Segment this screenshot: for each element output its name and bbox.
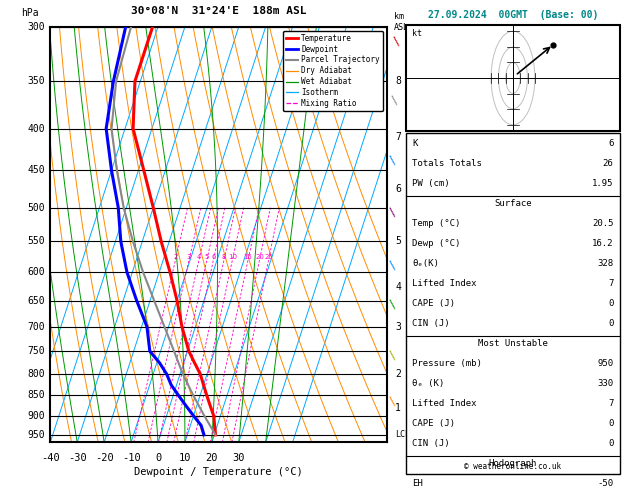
Text: 16.2: 16.2 bbox=[592, 239, 613, 248]
Text: 20: 20 bbox=[206, 452, 218, 463]
Text: PW (cm): PW (cm) bbox=[413, 179, 450, 188]
Text: CAPE (J): CAPE (J) bbox=[413, 299, 455, 308]
Text: 0: 0 bbox=[608, 319, 613, 328]
Text: Lifted Index: Lifted Index bbox=[413, 279, 477, 288]
Text: 20.5: 20.5 bbox=[592, 219, 613, 228]
Text: /: / bbox=[387, 259, 399, 271]
Text: 2: 2 bbox=[173, 254, 177, 260]
Text: /: / bbox=[387, 154, 399, 167]
Text: Dewpoint / Temperature (°C): Dewpoint / Temperature (°C) bbox=[134, 467, 303, 477]
Text: 0: 0 bbox=[608, 419, 613, 428]
Text: 7: 7 bbox=[608, 399, 613, 408]
Text: 5: 5 bbox=[204, 254, 209, 260]
Text: kt: kt bbox=[413, 29, 423, 38]
Text: CIN (J): CIN (J) bbox=[413, 439, 450, 448]
Text: 4: 4 bbox=[395, 281, 401, 292]
Text: K: K bbox=[413, 139, 418, 148]
Text: 500: 500 bbox=[28, 203, 45, 212]
Text: 328: 328 bbox=[598, 259, 613, 268]
Text: 330: 330 bbox=[598, 379, 613, 388]
Text: Most Unstable: Most Unstable bbox=[478, 339, 548, 348]
Text: 700: 700 bbox=[28, 322, 45, 332]
Text: hPa: hPa bbox=[21, 8, 39, 18]
Text: LCL: LCL bbox=[395, 431, 410, 439]
Text: /: / bbox=[391, 35, 403, 48]
Text: 6: 6 bbox=[395, 185, 401, 194]
Bar bbox=[406, 134, 620, 474]
Text: /: / bbox=[387, 206, 399, 219]
Text: 20: 20 bbox=[255, 254, 264, 260]
Text: km
ASL: km ASL bbox=[394, 12, 409, 32]
Text: /: / bbox=[389, 93, 401, 106]
Text: 2: 2 bbox=[395, 369, 401, 379]
Text: 6: 6 bbox=[211, 254, 216, 260]
Text: Surface: Surface bbox=[494, 199, 532, 208]
Text: 6: 6 bbox=[608, 139, 613, 148]
Text: /: / bbox=[387, 348, 399, 361]
Text: Mixing Ratio (g/kg): Mixing Ratio (g/kg) bbox=[414, 187, 423, 282]
Text: 4: 4 bbox=[197, 254, 201, 260]
Text: 400: 400 bbox=[28, 123, 45, 134]
Text: 1.95: 1.95 bbox=[592, 179, 613, 188]
Text: CAPE (J): CAPE (J) bbox=[413, 419, 455, 428]
Text: EH: EH bbox=[413, 479, 423, 486]
Text: 0: 0 bbox=[155, 452, 161, 463]
Text: 8: 8 bbox=[221, 254, 226, 260]
Text: 7: 7 bbox=[608, 279, 613, 288]
Text: 550: 550 bbox=[28, 236, 45, 246]
Text: 1: 1 bbox=[395, 403, 401, 413]
Text: 26: 26 bbox=[603, 159, 613, 168]
Text: Temp (°C): Temp (°C) bbox=[413, 219, 461, 228]
Text: 350: 350 bbox=[28, 76, 45, 87]
Bar bbox=[406, 25, 620, 131]
Text: 27.09.2024  00GMT  (Base: 00): 27.09.2024 00GMT (Base: 00) bbox=[428, 10, 598, 19]
Text: -40: -40 bbox=[41, 452, 60, 463]
Text: 950: 950 bbox=[598, 359, 613, 368]
Text: -10: -10 bbox=[121, 452, 140, 463]
Text: -20: -20 bbox=[95, 452, 114, 463]
Text: 3: 3 bbox=[395, 322, 401, 332]
Text: 10: 10 bbox=[179, 452, 191, 463]
Text: 650: 650 bbox=[28, 295, 45, 306]
Text: 300: 300 bbox=[28, 22, 45, 32]
Text: θₑ (K): θₑ (K) bbox=[413, 379, 445, 388]
Text: 8: 8 bbox=[395, 76, 401, 87]
Text: /: / bbox=[387, 395, 399, 407]
Text: Lifted Index: Lifted Index bbox=[413, 399, 477, 408]
Text: 15: 15 bbox=[243, 254, 252, 260]
Text: 5: 5 bbox=[395, 236, 401, 246]
Text: 800: 800 bbox=[28, 369, 45, 379]
Text: Pressure (mb): Pressure (mb) bbox=[413, 359, 482, 368]
Text: 750: 750 bbox=[28, 346, 45, 356]
Text: 3: 3 bbox=[187, 254, 191, 260]
Text: /: / bbox=[387, 297, 399, 310]
Text: Totals Totals: Totals Totals bbox=[413, 159, 482, 168]
Text: -30: -30 bbox=[68, 452, 87, 463]
Text: 25: 25 bbox=[264, 254, 273, 260]
Text: 0: 0 bbox=[608, 299, 613, 308]
Text: 450: 450 bbox=[28, 165, 45, 175]
Text: Hodograph: Hodograph bbox=[489, 459, 537, 468]
Text: © weatheronline.co.uk: © weatheronline.co.uk bbox=[464, 462, 562, 470]
Text: 10: 10 bbox=[228, 254, 237, 260]
Text: 900: 900 bbox=[28, 411, 45, 421]
Text: 950: 950 bbox=[28, 430, 45, 440]
Text: 30°08'N  31°24'E  188m ASL: 30°08'N 31°24'E 188m ASL bbox=[131, 6, 306, 17]
Text: Dewp (°C): Dewp (°C) bbox=[413, 239, 461, 248]
Text: 600: 600 bbox=[28, 267, 45, 277]
Text: 30: 30 bbox=[233, 452, 245, 463]
Text: CIN (J): CIN (J) bbox=[413, 319, 450, 328]
Text: -50: -50 bbox=[598, 479, 613, 486]
Text: θₑ(K): θₑ(K) bbox=[413, 259, 439, 268]
Text: 850: 850 bbox=[28, 390, 45, 400]
Text: 7: 7 bbox=[395, 132, 401, 142]
Text: 0: 0 bbox=[608, 439, 613, 448]
Legend: Temperature, Dewpoint, Parcel Trajectory, Dry Adiabat, Wet Adiabat, Isotherm, Mi: Temperature, Dewpoint, Parcel Trajectory… bbox=[283, 31, 383, 111]
